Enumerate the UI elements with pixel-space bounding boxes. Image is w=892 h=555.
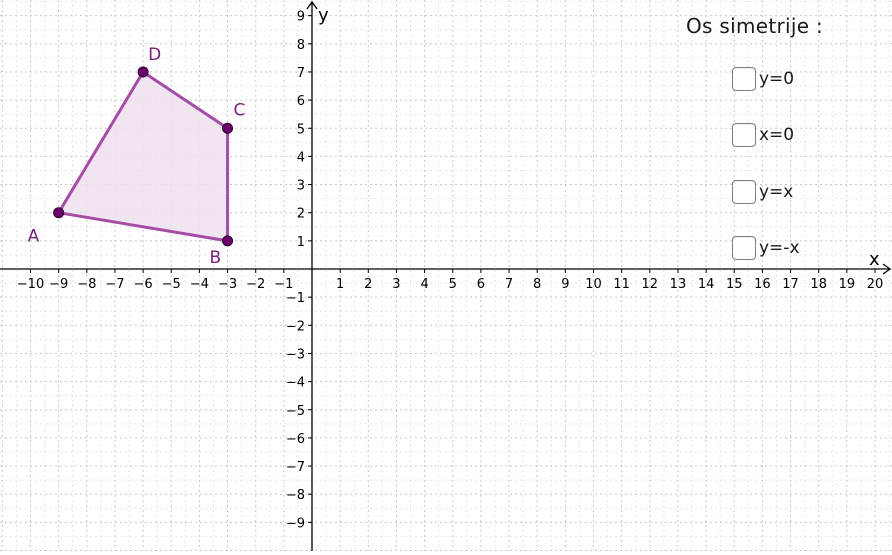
y-tick-label: −4	[286, 376, 305, 391]
x-tick-label: 16	[754, 277, 771, 292]
x-tick-label: 17	[782, 277, 799, 292]
x-tick-label: 4	[420, 277, 428, 292]
y-tick-label: −8	[286, 488, 305, 503]
quadrilateral-shape[interactable]	[57, 70, 230, 243]
checkbox-y0[interactable]	[732, 67, 756, 91]
x-tick-label: 14	[698, 277, 715, 292]
x-tick-label: 7	[505, 277, 513, 292]
y-tick-label: −2	[286, 319, 305, 334]
x-tick-label: 11	[613, 277, 630, 292]
option-y-equals-x[interactable]: y=x	[732, 178, 793, 206]
option-x0[interactable]: x=0	[732, 121, 794, 149]
y-tick-label: −1	[286, 291, 305, 306]
x-tick-label: 13	[670, 277, 687, 292]
x-tick-label: −3	[218, 277, 237, 292]
x-tick-label: −5	[162, 277, 181, 292]
x-tick-label: 12	[642, 277, 659, 292]
y-tick-label: −7	[286, 460, 305, 475]
x-tick-label: 2	[364, 277, 372, 292]
panel-title: Os simetrije :	[686, 14, 824, 38]
x-tick-label: −6	[134, 277, 153, 292]
x-tick-label: −2	[246, 277, 265, 292]
y-tick-label: 8	[297, 38, 305, 53]
option-y-equals-minus-x[interactable]: y=-x	[732, 234, 800, 262]
point-a[interactable]	[53, 207, 65, 219]
x-tick-label: −4	[190, 277, 209, 292]
point-label-d: D	[148, 45, 161, 65]
point-d[interactable]	[137, 66, 149, 78]
point-label-c: C	[234, 100, 246, 120]
tick-labels: −10 −9 −8 −7 −6 −5 −4 −3 −2 −1 1 2 3 4 5 6 7 8 9 10 11 12 13 14…	[17, 10, 883, 532]
y-tick-label: 9	[297, 10, 305, 25]
x-tick-label: −9	[49, 277, 68, 292]
x-tick-label: 10	[585, 277, 602, 292]
option-y0[interactable]: y=0	[732, 65, 794, 93]
x-tick-label: 15	[726, 277, 743, 292]
checkbox-x0[interactable]	[732, 123, 756, 147]
point-label-b: B	[210, 248, 222, 268]
y-tick-label: −9	[286, 516, 305, 531]
y-tick-label: −6	[286, 432, 305, 447]
x-axis-arrow-icon	[882, 263, 892, 275]
x-tick-label: −1	[274, 277, 293, 292]
checkbox-y-equals-x[interactable]	[732, 180, 756, 204]
x-tick-label: −7	[105, 277, 124, 292]
x-tick-label: 19	[839, 277, 856, 292]
y-tick-label: −5	[286, 404, 305, 419]
quadrilateral-abcd[interactable]: A B C D	[28, 45, 246, 268]
x-tick-label: 1	[336, 277, 344, 292]
x-tick-label: 20	[867, 277, 884, 292]
option-label-y0: y=0	[759, 69, 795, 89]
y-axis-arrow-icon	[306, 0, 318, 10]
y-tick-label: 4	[297, 150, 305, 165]
point-c[interactable]	[222, 122, 234, 134]
x-tick-label: −10	[17, 277, 44, 292]
option-label-x0: x=0	[759, 125, 795, 145]
y-tick-label: 7	[297, 66, 305, 81]
option-label-y-equals-minus-x: y=-x	[759, 238, 800, 258]
y-tick-label: 5	[297, 122, 305, 137]
x-tick-label: 9	[561, 277, 569, 292]
x-tick-label: −8	[77, 277, 96, 292]
x-axis-label: x	[869, 249, 880, 270]
point-b[interactable]	[222, 235, 234, 247]
y-tick-label: 6	[297, 94, 305, 109]
x-tick-label: 3	[392, 277, 400, 292]
x-tick-label: 8	[533, 277, 541, 292]
x-tick-label: 5	[449, 277, 457, 292]
point-label-a: A	[28, 227, 40, 247]
checkbox-y-equals-minus-x[interactable]	[732, 236, 756, 260]
y-tick-label: −3	[286, 347, 305, 362]
y-tick-label: 1	[297, 235, 305, 250]
option-label-y-equals-x: y=x	[759, 182, 794, 202]
y-tick-label: 2	[297, 207, 305, 222]
x-tick-label: 18	[810, 277, 827, 292]
y-tick-label: 3	[297, 179, 305, 194]
y-axis-label: y	[318, 5, 329, 26]
x-tick-label: 6	[477, 277, 485, 292]
